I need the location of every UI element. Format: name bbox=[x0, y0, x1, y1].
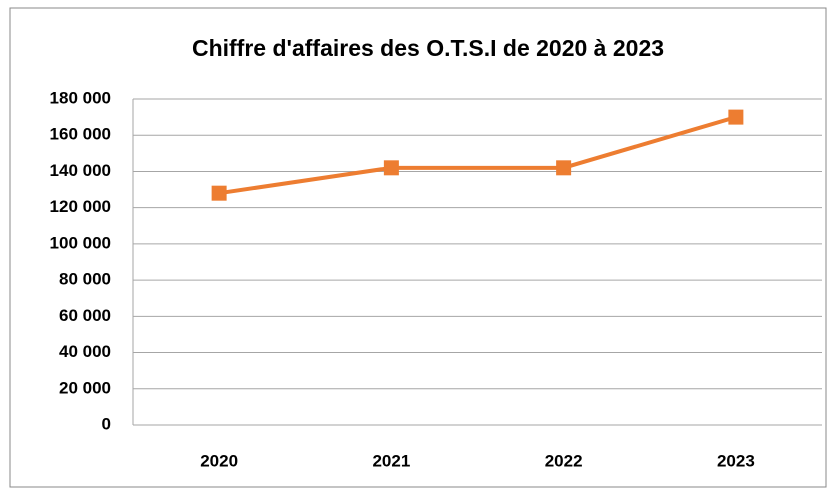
line bbox=[218, 115, 737, 196]
marker bbox=[728, 109, 744, 125]
y-tick-label: 20 000 bbox=[59, 378, 111, 397]
chart-border bbox=[9, 7, 827, 488]
y-tick-label: 100 000 bbox=[50, 233, 111, 252]
marker bbox=[556, 160, 572, 176]
x-tick-label: 2022 bbox=[545, 451, 583, 470]
y-tick-label: 140 000 bbox=[50, 161, 111, 180]
marker bbox=[383, 160, 399, 176]
x-tick-label: 2020 bbox=[200, 451, 238, 470]
y-tick-label: 160 000 bbox=[50, 125, 111, 144]
chart-title: Chiffre d'affaires des O.T.S.I de 2020 à… bbox=[192, 35, 664, 61]
marker bbox=[211, 185, 227, 201]
x-tick-label: 2023 bbox=[717, 451, 755, 470]
y-tick-label: 40 000 bbox=[59, 342, 111, 361]
y-tick-label: 80 000 bbox=[59, 270, 111, 289]
y-tick-label: 60 000 bbox=[59, 306, 111, 325]
x-tick-label: 2021 bbox=[372, 451, 410, 470]
y-tick-label: 0 bbox=[102, 414, 111, 433]
y-tick-label: 180 000 bbox=[50, 88, 111, 107]
y-tick-label: 120 000 bbox=[50, 197, 111, 216]
